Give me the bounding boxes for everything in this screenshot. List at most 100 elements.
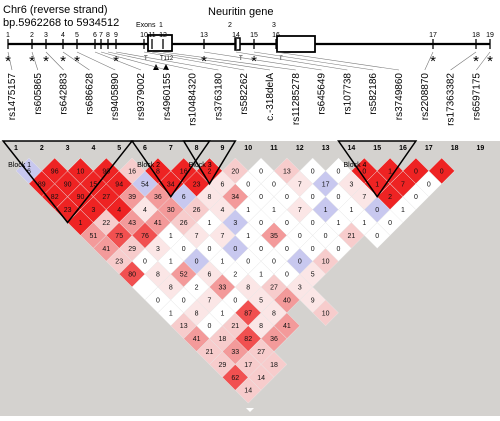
- ld-value: 36: [270, 336, 278, 343]
- ld-value: 75: [115, 233, 123, 240]
- ld-marker-number: 3: [66, 145, 70, 152]
- ld-value: 0: [285, 194, 289, 201]
- ld-value: 8: [272, 310, 276, 317]
- snp-position-number: 12: [159, 32, 167, 39]
- ld-value: 0: [298, 259, 302, 266]
- ld-value: 26: [193, 207, 201, 214]
- t-label-1: T: [144, 56, 148, 62]
- ld-marker-number: 18: [451, 145, 459, 152]
- ld-value: 4: [117, 207, 121, 214]
- snp-connector: [76, 51, 116, 71]
- ld-value: 15: [90, 181, 98, 188]
- ld-value: 4: [220, 207, 224, 214]
- snp-label: rs4960155: [162, 73, 173, 121]
- ld-value: 0: [233, 246, 237, 253]
- snp-asterisk: *: [5, 53, 11, 70]
- ld-value: 0: [285, 246, 289, 253]
- snp-label: rs10484320: [188, 73, 199, 126]
- ld-value: 80: [128, 272, 136, 279]
- ld-value: 94: [115, 181, 123, 188]
- ld-value: 20: [231, 168, 239, 175]
- ld-marker-number: 16: [399, 145, 407, 152]
- ld-value: 3: [349, 181, 353, 188]
- ld-marker-number: 19: [477, 145, 485, 152]
- ld-value: 87: [244, 310, 252, 317]
- ld-value: 0: [246, 181, 250, 188]
- ld-value: 0: [414, 168, 418, 175]
- exon-3-box: [276, 35, 316, 53]
- ld-value: 0: [195, 259, 199, 266]
- ld-value: 0: [156, 297, 160, 304]
- ld-value: 40: [283, 297, 291, 304]
- ld-value: 0: [208, 246, 212, 253]
- block-label: Block 4: [344, 162, 367, 169]
- ld-value: 17: [244, 362, 252, 369]
- ld-marker-number: 14: [348, 145, 356, 152]
- snp-connector: [162, 51, 296, 71]
- snp-connector: [45, 51, 64, 71]
- ld-value: 0: [272, 259, 276, 266]
- ld-value: 0: [311, 194, 315, 201]
- snp-connector: [235, 51, 348, 71]
- ld-value: 0: [208, 323, 212, 330]
- ld-value: 0: [311, 246, 315, 253]
- ld-cell: [428, 157, 455, 185]
- ld-marker-number: 2: [40, 145, 44, 152]
- ld-value: 51: [90, 233, 98, 240]
- ld-marker-number: 6: [143, 145, 147, 152]
- ld-value: 33: [231, 349, 239, 356]
- ld-value: 3: [156, 246, 160, 253]
- ld-value: 27: [270, 285, 278, 292]
- ld-value: 17: [322, 181, 330, 188]
- ld-value: 8: [259, 323, 263, 330]
- ld-value: 62: [231, 375, 239, 382]
- ld-value: 29: [128, 246, 136, 253]
- snp-position-number: 13: [200, 32, 208, 39]
- ld-value: 0: [259, 246, 263, 253]
- ld-value: 0: [246, 259, 250, 266]
- ld-value: 7: [298, 181, 302, 188]
- ld-value: 0: [337, 246, 341, 253]
- ld-value: 35: [270, 233, 278, 240]
- snp-position-number: 15: [250, 32, 258, 39]
- snp-label: c.-318delA: [265, 73, 276, 121]
- snp-position-number: 18: [472, 32, 480, 39]
- snp-label: rs107738: [342, 73, 353, 115]
- ld-value: 2: [208, 168, 212, 175]
- ld-value: 0: [414, 194, 418, 201]
- ld-value: 1: [220, 259, 224, 266]
- ld-value: 7: [362, 194, 366, 201]
- snp-connector: [424, 51, 434, 71]
- snp-label: rs17363382: [446, 73, 457, 126]
- ld-value: 2: [388, 194, 392, 201]
- block-label: Block 1: [8, 162, 31, 169]
- ld-marker-number: 8: [195, 145, 199, 152]
- snp-position-number: 6: [93, 32, 97, 39]
- snp-position-number: 1: [6, 32, 10, 39]
- ld-value: 6: [220, 181, 224, 188]
- ld-marker-number: 9: [220, 145, 224, 152]
- snp-label: rs2208870: [420, 73, 431, 121]
- ld-value: 3: [91, 207, 95, 214]
- ld-value: 1: [169, 233, 173, 240]
- exon-number-2: 2: [228, 22, 232, 29]
- ld-value: 0: [311, 168, 315, 175]
- ld-value: 29: [219, 362, 227, 369]
- ld-cell: [312, 299, 339, 327]
- ld-value: 8: [195, 310, 199, 317]
- ld-value: 16: [128, 168, 136, 175]
- ld-value: 1: [349, 207, 353, 214]
- snp-asterisk: *: [74, 53, 80, 70]
- ld-cell: [260, 351, 288, 378]
- ld-value: 21: [206, 349, 214, 356]
- ld-value: 89: [38, 181, 46, 188]
- ld-value: 82: [244, 336, 252, 343]
- snp-connector: [203, 51, 322, 71]
- ld-value: 90: [77, 194, 85, 201]
- ld-value: 27: [102, 194, 110, 201]
- ld-value: 14: [257, 375, 265, 382]
- block-label: Block 3: [189, 162, 212, 169]
- snp-connector: [151, 51, 271, 71]
- ld-value: 43: [128, 220, 136, 227]
- ld-value: 7: [220, 233, 224, 240]
